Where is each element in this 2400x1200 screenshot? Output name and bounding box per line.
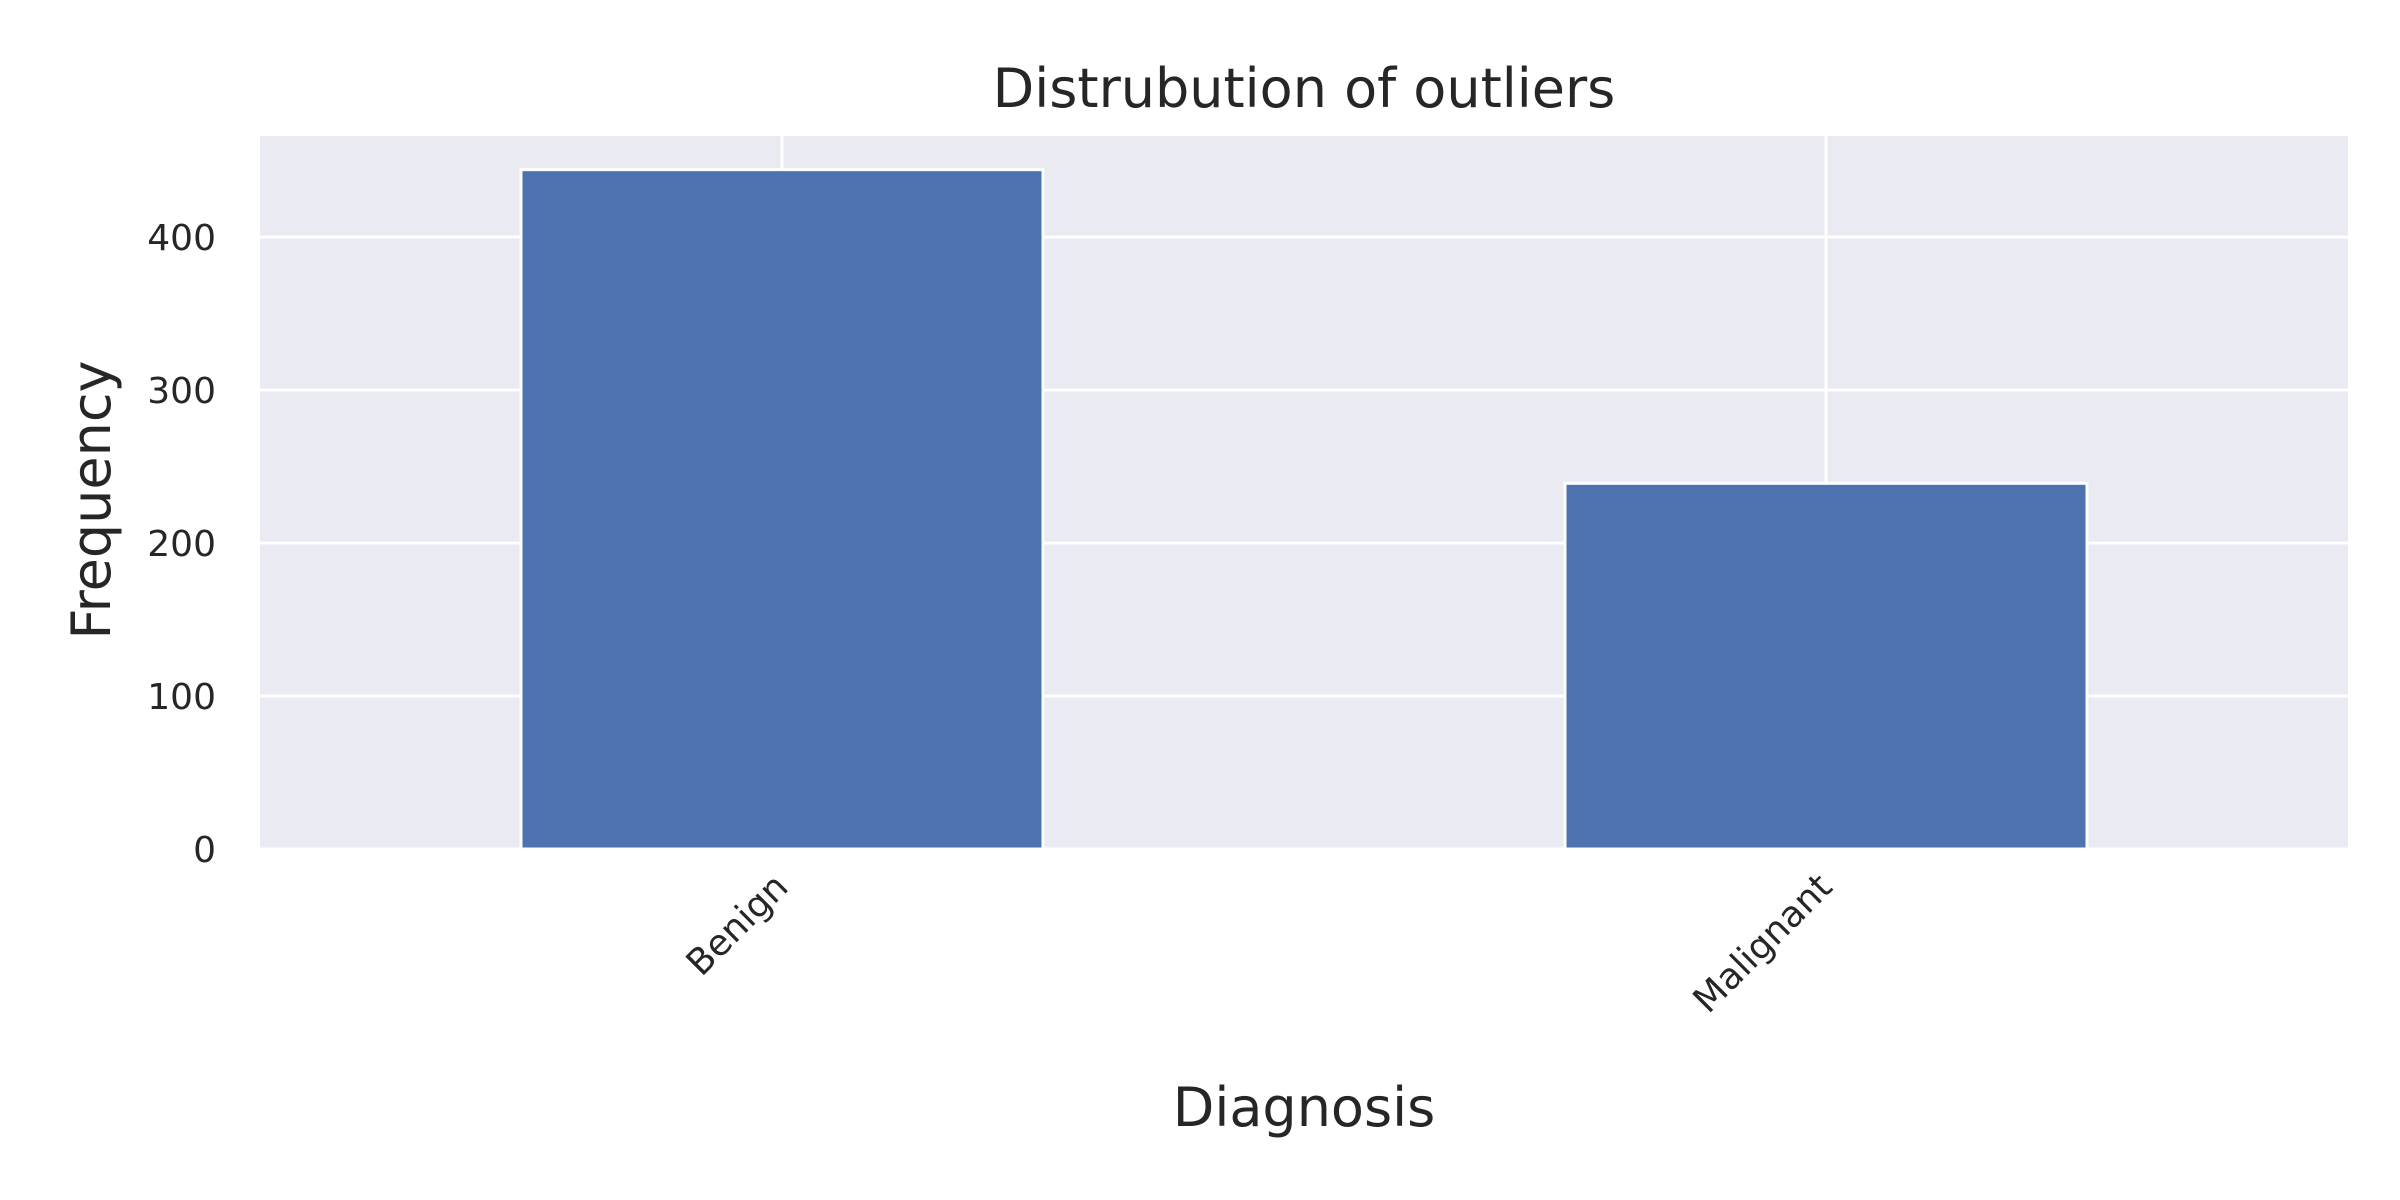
y-tick-label: 300 [147, 371, 216, 412]
y-tick-labels: 0 100 200 300 400 [147, 218, 216, 871]
bars [519, 168, 2089, 851]
chart-title: Distrubution of outliers [993, 57, 1616, 120]
x-axis-label: Diagnosis [1173, 1076, 1436, 1139]
y-axis-label: Frequency [60, 361, 123, 640]
y-tick-label: 400 [147, 218, 216, 259]
y-tick-label: 200 [147, 524, 216, 565]
bar-malignant [1563, 481, 2089, 851]
bar-benign [519, 168, 1045, 851]
y-tick-label: 0 [193, 830, 216, 871]
y-tick-label: 100 [147, 677, 216, 718]
